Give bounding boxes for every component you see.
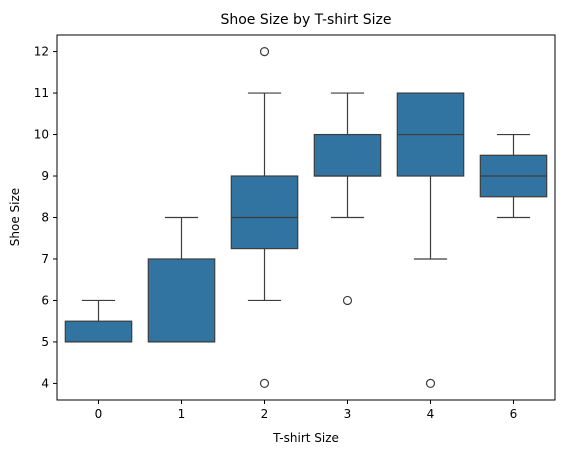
- x-tick-label: 1: [178, 407, 186, 421]
- box-0: [64, 320, 133, 343]
- box-3: [313, 133, 382, 177]
- x-tick-label: 3: [344, 407, 352, 421]
- x-axis-label: T-shirt Size: [272, 431, 339, 445]
- x-tick-label: 6: [510, 407, 518, 421]
- outlier-point: [425, 378, 436, 389]
- y-tick-label: 10: [34, 128, 49, 142]
- box-2: [230, 175, 299, 250]
- outlier-point: [342, 295, 353, 306]
- y-axis-label: Shoe Size: [8, 188, 22, 246]
- x-tick-label: 4: [427, 407, 435, 421]
- chart-title: Shoe Size by T-shirt Size: [220, 12, 391, 28]
- box-1: [147, 258, 216, 343]
- y-tick-label: 9: [41, 169, 49, 183]
- y-tick-label: 11: [34, 86, 49, 100]
- y-tick-label: 8: [41, 211, 49, 225]
- outlier-point: [259, 46, 270, 57]
- y-tick-label: 5: [41, 335, 49, 349]
- y-tick-label: 12: [34, 45, 49, 59]
- y-tick-label: 6: [41, 293, 49, 307]
- y-tick-label: 7: [41, 252, 49, 266]
- x-tick-label: 2: [261, 407, 269, 421]
- y-tick-label: 4: [41, 376, 49, 390]
- plot-frame: [56, 34, 556, 401]
- outlier-point: [259, 378, 270, 389]
- x-tick-label: 0: [95, 407, 103, 421]
